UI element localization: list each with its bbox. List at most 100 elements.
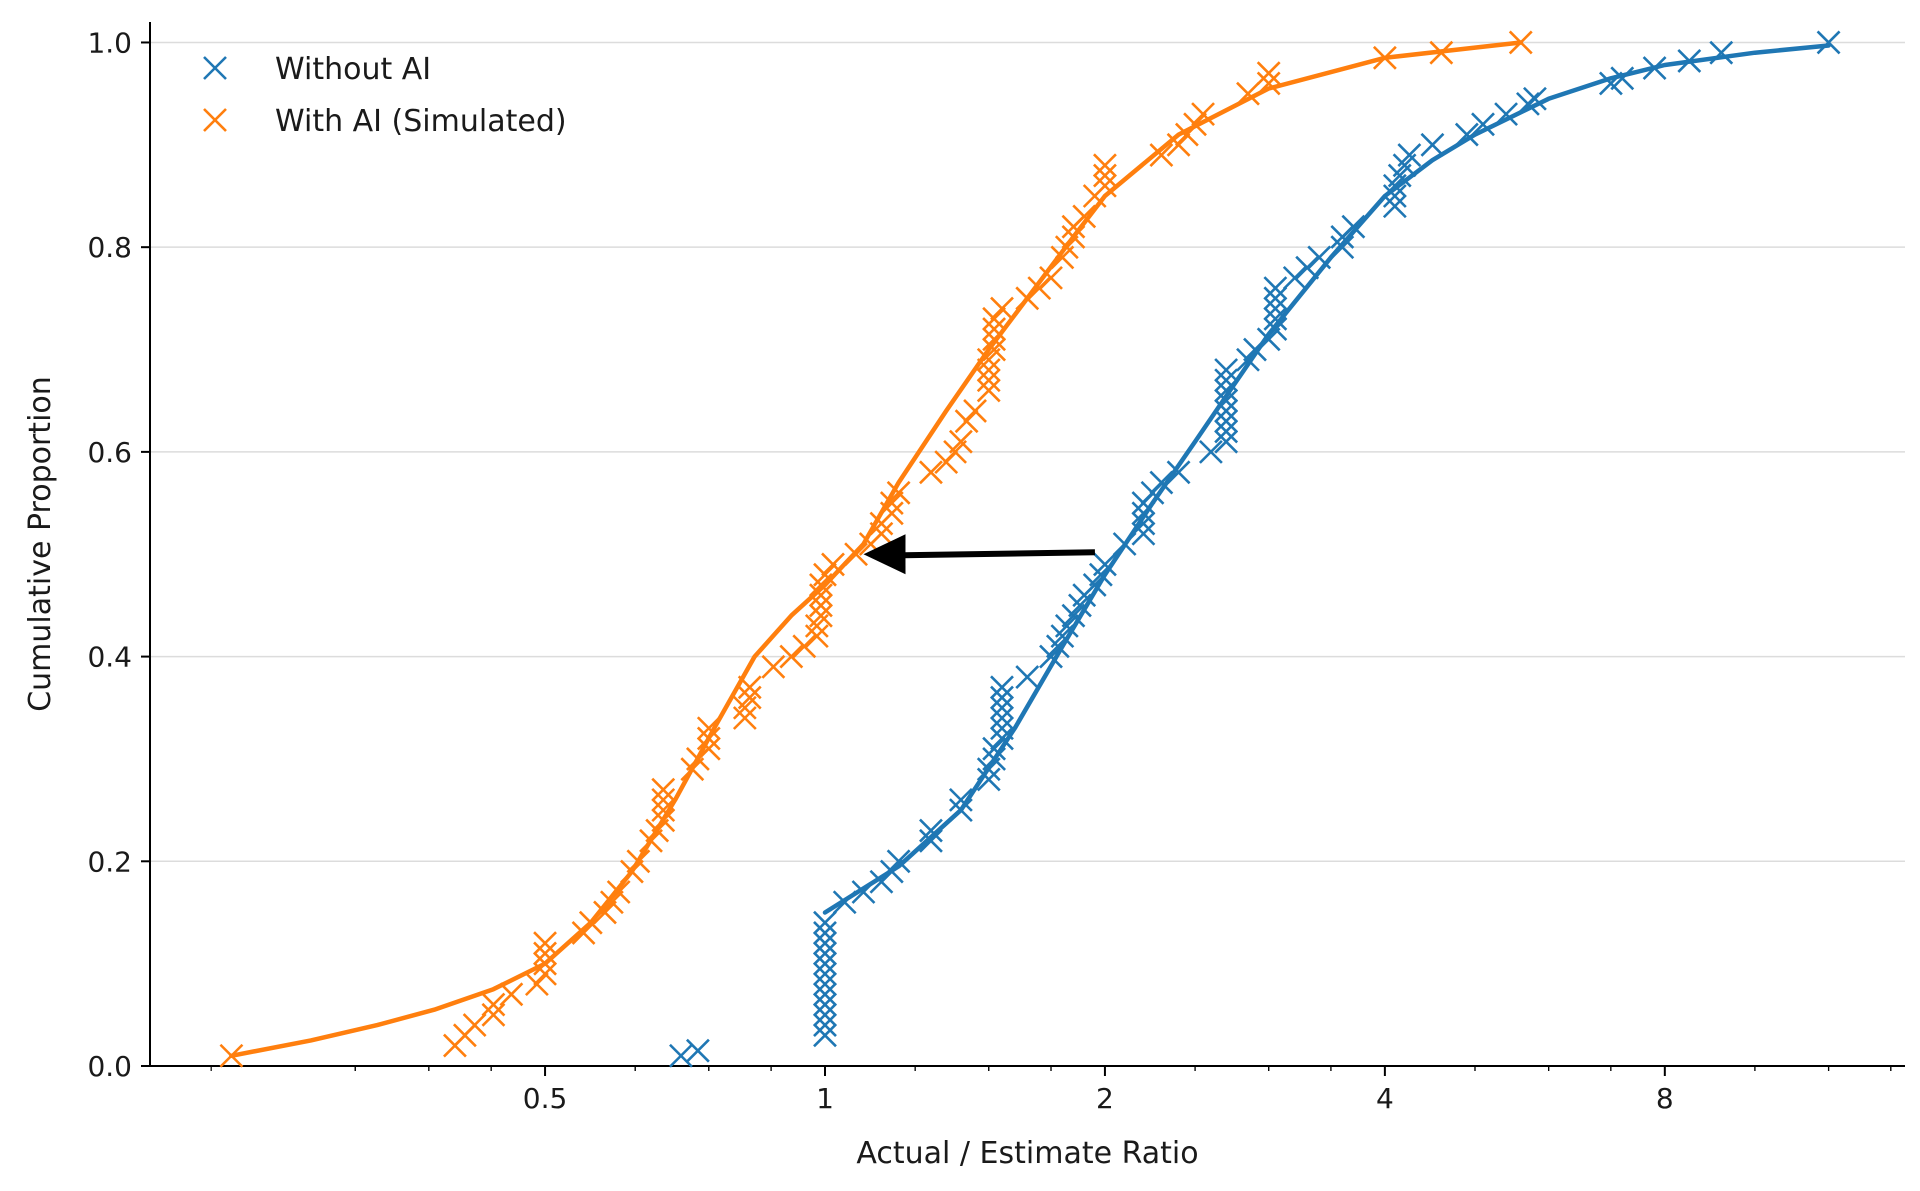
point-with-ai-32 (737, 685, 762, 710)
point-with-ai-11 (533, 931, 557, 956)
point-with-ai-50 (879, 491, 904, 515)
point-without-ai-84 (1494, 102, 1518, 127)
x-tick-label-4: 8 (1656, 1082, 1674, 1115)
point-without-ai-19 (919, 828, 943, 853)
point-with-ai-86 (1256, 61, 1281, 86)
point-without-ai-9 (813, 951, 837, 976)
point-without-ai-51 (1166, 460, 1191, 485)
point-without-ai-83 (1471, 112, 1495, 137)
point-with-ai-84 (1236, 81, 1260, 106)
point-without-ai-63 (1256, 327, 1281, 352)
point-without-ai-80 (1397, 143, 1422, 167)
point-without-ai-69 (1282, 265, 1307, 290)
point-with-ai-71 (1054, 235, 1079, 260)
point-without-ai-45 (1131, 521, 1156, 546)
point-with-ai-35 (779, 644, 804, 669)
fit-curve-without-ai (822, 43, 1831, 915)
point-without-ai-38 (1061, 603, 1086, 628)
point-with-ai-14 (593, 900, 617, 925)
point-with-ai-36 (792, 634, 817, 659)
point-without-ai-6 (813, 982, 837, 1007)
point-without-ai-54 (1214, 419, 1239, 444)
point-with-ai-69 (1039, 265, 1063, 290)
point-without-ai-15 (851, 880, 876, 904)
point-with-ai-55 (948, 429, 973, 454)
point-without-ai-20 (919, 818, 943, 843)
point-with-ai-58 (976, 378, 1001, 403)
point-without-ai-7 (813, 972, 837, 997)
point-without-ai-27 (990, 726, 1014, 751)
legend-item-with-ai: With AI (Simulated) (203, 104, 567, 139)
point-without-ai-44 (1112, 532, 1137, 556)
point-without-ai-14 (832, 890, 857, 915)
point-with-ai-41 (809, 583, 833, 608)
y-axis-ticks: 0.0 0.2 0.4 0.6 0.8 1.0 (87, 26, 150, 1083)
point-without-ai-17 (879, 859, 904, 884)
point-with-ai-22 (651, 798, 676, 823)
point-without-ai-53 (1214, 429, 1239, 454)
data-points (219, 30, 1841, 1068)
point-without-ai-65 (1263, 306, 1288, 331)
legend: Without AI With AI (Simulated) (203, 52, 567, 139)
point-without-ai-4 (813, 1002, 837, 1027)
point-without-ai-12 (813, 921, 837, 945)
point-with-ai-44 (821, 552, 845, 577)
y-tick-label-4: 0.8 (87, 231, 132, 264)
x-tick-label-1: 1 (816, 1082, 834, 1115)
point-with-ai-78 (1093, 153, 1117, 178)
y-gridlines (150, 41, 1905, 863)
axes (149, 22, 1905, 1067)
point-with-ai-49 (879, 501, 904, 526)
point-without-ai-22 (948, 787, 973, 812)
point-without-ai-68 (1263, 276, 1288, 301)
y-tick-label-5: 1.0 (87, 26, 132, 59)
point-with-ai-51 (886, 480, 911, 505)
point-without-ai-25 (982, 747, 1007, 771)
point-with-ai-76 (1093, 173, 1117, 198)
point-without-ai-56 (1214, 399, 1239, 423)
point-without-ai-46 (1131, 511, 1156, 536)
point-with-ai-16 (606, 880, 631, 904)
point-without-ai-60 (1214, 358, 1239, 382)
point-without-ai-13 (813, 910, 837, 935)
point-without-ai-32 (990, 675, 1014, 700)
legend-marker-with-ai (203, 108, 227, 132)
point-with-ai-30 (732, 706, 757, 730)
point-with-ai-21 (651, 808, 676, 833)
point-with-ai-5 (481, 992, 506, 1017)
point-with-ai-72 (1061, 225, 1086, 249)
legend-label-without-ai: Without AI (275, 52, 431, 87)
y-tick-label-0: 0.0 (87, 1050, 132, 1083)
point-without-ai-1 (685, 1038, 710, 1063)
fit-curve-with-ai (229, 40, 1524, 1059)
point-without-ai-62 (1243, 337, 1267, 362)
x-tick-label-3: 4 (1376, 1082, 1394, 1115)
point-with-ai-88 (1429, 40, 1454, 65)
y-tick-label-2: 0.4 (87, 641, 132, 674)
point-without-ai-72 (1330, 235, 1355, 260)
point-without-ai-33 (1015, 665, 1040, 689)
x-tick-label-0: 0.5 (523, 1082, 568, 1115)
point-without-ai-8 (813, 961, 837, 986)
point-with-ai-89 (1508, 30, 1533, 55)
point-with-ai-45 (844, 542, 868, 567)
point-with-ai-59 (976, 368, 1001, 393)
point-without-ai-34 (1039, 644, 1063, 669)
point-with-ai-83 (1191, 102, 1215, 127)
point-without-ai-81 (1420, 132, 1445, 157)
point-without-ai-82 (1454, 122, 1479, 147)
point-without-ai-76 (1382, 184, 1407, 208)
point-with-ai-27 (696, 736, 721, 761)
point-with-ai-64 (982, 317, 1007, 341)
point-with-ai-85 (1256, 71, 1281, 96)
point-with-ai-24 (651, 777, 676, 802)
point-with-ai-37 (804, 624, 829, 649)
point-with-ai-77 (1093, 163, 1117, 188)
point-with-ai-9 (533, 951, 557, 976)
point-with-ai-15 (599, 890, 624, 915)
point-with-ai-66 (990, 296, 1014, 321)
point-with-ai-82 (1183, 112, 1207, 137)
point-without-ai-11 (813, 931, 837, 956)
legend-item-without-ai: Without AI (203, 52, 431, 87)
